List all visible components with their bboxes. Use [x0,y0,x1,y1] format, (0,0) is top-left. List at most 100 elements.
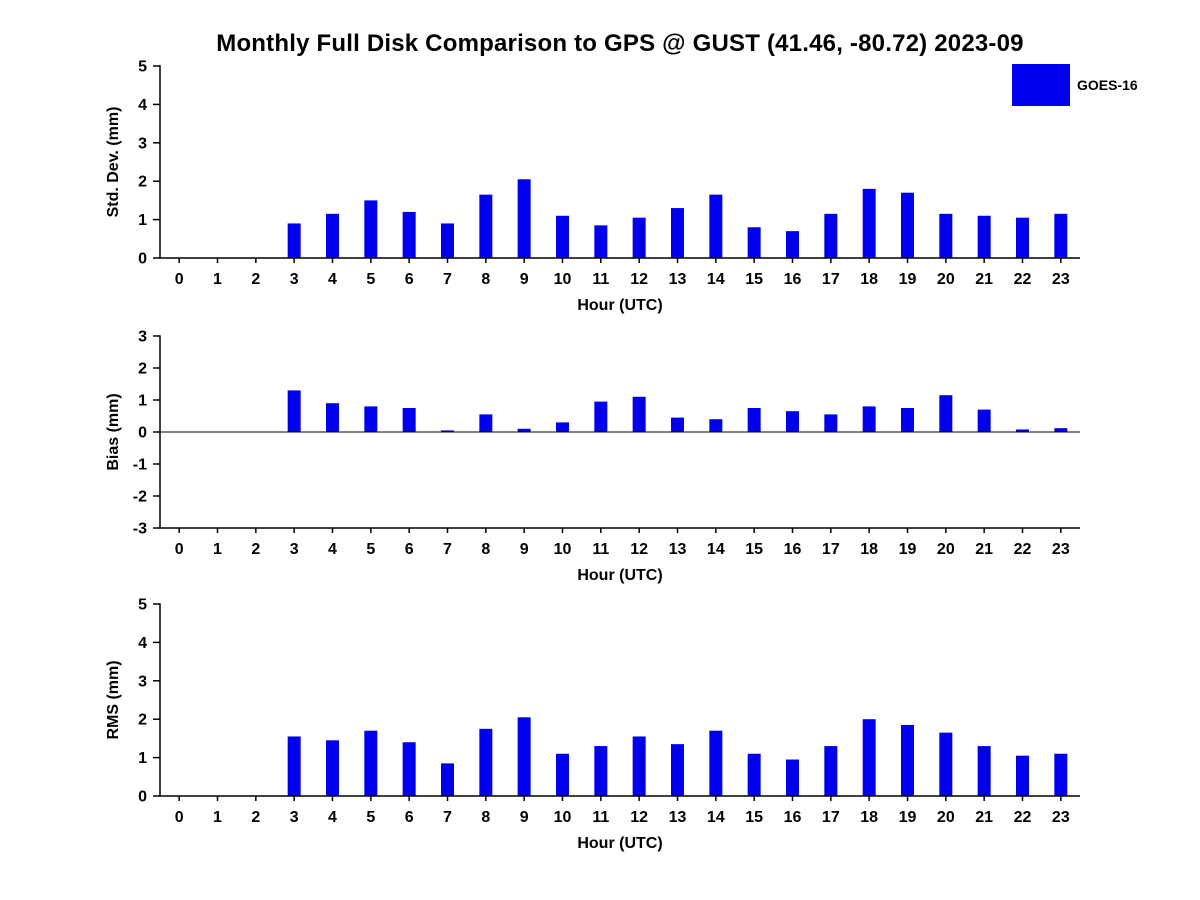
bar-hour-5 [364,406,378,432]
x-tick-label: 11 [592,809,609,826]
y-axis-title: RMS (mm) [105,660,122,739]
y-tick-label: 4 [138,635,147,652]
y-axis-title: Bias (mm) [105,393,122,470]
bar-hour-6 [402,742,416,796]
x-tick-label: 20 [937,541,955,558]
x-tick-label: 10 [554,541,572,558]
x-axis-title: Hour (UTC) [577,297,662,314]
x-tick-label: 7 [443,541,452,558]
bar-hour-23 [1054,213,1068,258]
x-tick-label: 13 [669,541,687,558]
bar-hour-7 [441,763,454,796]
x-tick-label: 11 [592,271,609,288]
y-tick-label: 1 [138,393,147,410]
x-tick-label: 0 [175,541,184,558]
x-tick-label: 23 [1052,541,1070,558]
y-tick-label: 2 [138,361,147,378]
x-tick-label: 3 [290,809,299,826]
bar-hour-12 [632,217,646,258]
x-tick-label: 8 [481,809,490,826]
bar-hour-14 [709,730,723,796]
x-tick-label: 12 [630,541,648,558]
y-tick-label: 5 [138,59,147,76]
x-tick-label: 17 [822,271,840,288]
y-tick-label: 0 [138,789,147,806]
bar-hour-13 [671,417,684,432]
y-tick-label: 3 [138,673,147,690]
x-tick-label: 14 [707,809,725,826]
bar-hour-21 [977,409,991,432]
bar-hour-16 [786,231,799,258]
y-tick-label: 2 [138,712,147,729]
y-tick-label: 4 [138,97,147,114]
x-tick-label: 13 [669,271,687,288]
x-tick-label: 8 [481,541,490,558]
x-tick-label: 7 [443,809,452,826]
bar-hour-11 [594,746,608,796]
legend: GOES-16 [1012,64,1138,106]
x-tick-label: 21 [975,271,993,288]
x-tick-label: 9 [520,541,529,558]
x-tick-label: 19 [899,271,917,288]
bar-hour-17 [824,213,838,258]
x-axis-title: Hour (UTC) [577,567,662,584]
x-tick-label: 6 [405,271,414,288]
bar-hour-17 [824,746,838,796]
x-tick-label: 16 [784,809,802,826]
bar-hour-21 [977,746,991,796]
x-tick-label: 5 [366,271,375,288]
y-tick-label: 3 [138,329,147,346]
x-tick-label: 1 [213,271,222,288]
y-tick-label: -2 [133,489,147,506]
bar-hour-8 [479,728,493,796]
x-tick-label: 17 [822,541,840,558]
bar-hour-14 [709,419,723,432]
x-tick-label: 7 [443,271,452,288]
x-tick-label: 22 [1014,541,1032,558]
bar-hour-18 [862,188,876,258]
bar-hour-18 [862,406,876,432]
bar-hour-6 [402,211,416,258]
x-tick-label: 15 [745,271,763,288]
y-tick-label: -1 [133,457,147,474]
x-tick-label: 15 [745,809,763,826]
subplot-std-dev: 0 1 2 3 4 5 0 1 2 3 4 5 6 7 8 9 10 11 12 13 14 15 16 17 18 19 20 21… [0,58,1200,328]
bar-hour-11 [594,401,608,432]
x-tick-label: 2 [251,809,260,826]
x-tick-label: 8 [481,271,490,288]
bar-hour-3 [287,736,301,796]
y-tick-label: 0 [138,425,147,442]
bar-hour-22 [1016,429,1029,432]
x-tick-label: 18 [860,541,878,558]
x-tick-label: 16 [784,271,802,288]
bar-hour-20 [939,395,953,432]
bar-hour-10 [556,422,569,432]
bar-hour-10 [556,753,569,796]
y-axis-title: Std. Dev. (mm) [105,107,122,218]
x-tick-label: 10 [554,809,572,826]
bar-hour-9 [517,428,531,432]
y-tick-label: 0 [138,251,147,268]
bar-hour-23 [1054,753,1068,796]
bar-hour-15 [747,227,761,258]
y-tick-label: 1 [138,212,147,229]
x-tick-label: 22 [1014,809,1032,826]
bar-hour-19 [901,408,914,432]
x-tick-label: 20 [937,271,955,288]
bar-hour-7 [441,430,454,432]
x-tick-label: 16 [784,541,802,558]
bar-hour-8 [479,414,493,432]
bar-hour-16 [786,411,799,432]
x-tick-label: 3 [290,271,299,288]
x-tick-label: 12 [630,271,648,288]
x-tick-label: 1 [213,541,222,558]
bar-hour-13 [671,744,684,796]
y-tick-label: 2 [138,174,147,191]
bar-hour-7 [441,223,454,258]
x-axis-title: Hour (UTC) [577,835,662,852]
bar-hour-13 [671,208,684,258]
subplot-bias: -3 -2 -1 0 1 2 3 0 1 2 3 4 5 6 7 8 9 10 11 12 13 14 15 16 17 18 19… [0,328,1200,598]
